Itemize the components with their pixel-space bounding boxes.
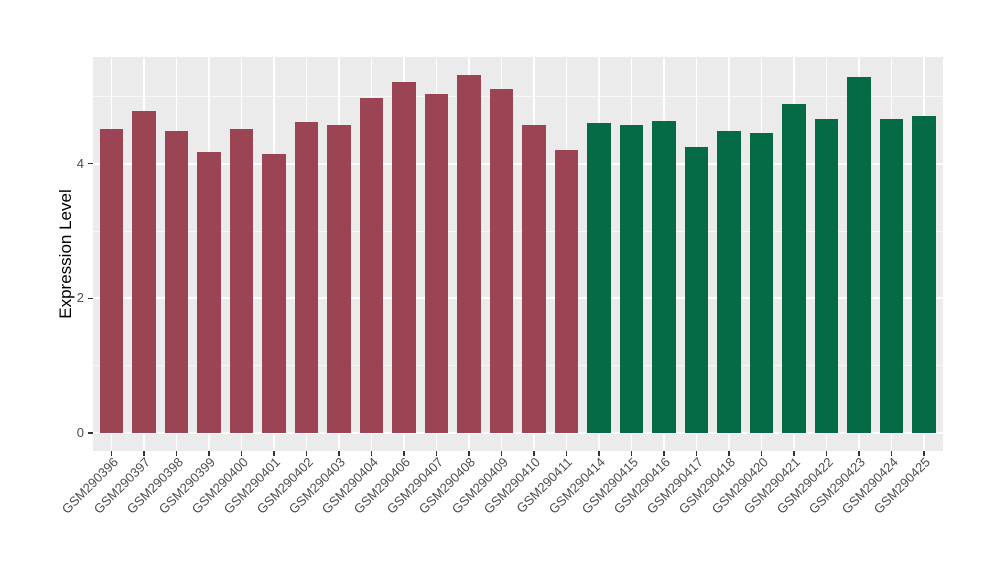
bar-GSM290424	[879, 118, 904, 433]
x-tick-mark	[110, 451, 113, 456]
x-tick-mark	[923, 451, 925, 456]
bar-GSM290397	[132, 110, 156, 433]
bar-GSM290414	[587, 122, 611, 433]
x-tick-mark	[825, 451, 828, 456]
bar-GSM290418	[717, 130, 741, 433]
bar-GSM290411	[554, 150, 579, 433]
bar-GSM290409	[489, 89, 514, 433]
x-tick-mark	[208, 451, 210, 456]
x-tick-mark	[500, 451, 503, 456]
y-tick-mark	[88, 297, 93, 299]
x-tick-mark	[630, 451, 633, 456]
x-tick-mark	[760, 451, 763, 456]
bar-GSM290423	[847, 76, 871, 433]
bar-GSM290408	[457, 74, 481, 433]
bar-GSM290396	[99, 129, 124, 433]
x-tick-mark	[793, 451, 795, 456]
x-tick-mark	[533, 451, 535, 456]
bar-GSM290401	[262, 153, 286, 433]
x-tick-mark	[370, 451, 373, 456]
x-tick-mark	[305, 451, 308, 456]
bar-GSM290399	[197, 151, 221, 433]
y-tick-label: 0	[76, 425, 84, 440]
y-tick-mark	[88, 163, 93, 165]
x-tick-mark	[858, 451, 860, 456]
gridline-major-y0	[93, 432, 943, 434]
x-tick-mark	[273, 451, 275, 456]
gridline-minor-y3	[93, 230, 943, 232]
x-tick-mark	[435, 451, 438, 456]
x-tick-mark	[890, 451, 893, 456]
bar-GSM290400	[229, 128, 254, 433]
x-tick-mark	[468, 451, 470, 456]
x-tick-mark	[403, 451, 405, 456]
x-tick-mark	[565, 451, 568, 456]
x-tick-mark	[175, 451, 178, 456]
bar-GSM290407	[424, 93, 449, 433]
bar-GSM290415	[619, 125, 644, 433]
x-tick-mark	[663, 451, 665, 456]
plot-panel	[93, 57, 943, 451]
bar-GSM290410	[522, 124, 546, 433]
bar-GSM290421	[782, 103, 806, 433]
bar-GSM290417	[684, 146, 709, 433]
y-tick-mark	[88, 432, 93, 434]
bar-GSM290404	[359, 97, 384, 433]
gridline-minor-y5	[93, 96, 943, 97]
bar-GSM290402	[294, 122, 319, 433]
bar-GSM290406	[392, 81, 416, 433]
bar-GSM290422	[814, 118, 839, 433]
gridline-minor-y1	[93, 365, 943, 367]
bar-GSM290420	[749, 132, 774, 433]
x-tick-mark	[338, 451, 340, 456]
x-tick-mark	[598, 451, 600, 456]
bar-GSM290425	[912, 116, 936, 433]
gridline-major-y2	[93, 297, 943, 300]
gridline-major-y4	[93, 162, 943, 165]
x-tick-mark	[240, 451, 243, 456]
x-tick-mark	[728, 451, 730, 456]
bar-GSM290416	[652, 120, 676, 433]
bar-GSM290403	[327, 124, 351, 433]
bar-GSM290398	[164, 131, 189, 433]
y-tick-label: 4	[76, 155, 84, 171]
x-tick-mark	[695, 451, 698, 456]
y-tick-label: 2	[76, 290, 84, 306]
x-tick-mark	[143, 451, 145, 456]
